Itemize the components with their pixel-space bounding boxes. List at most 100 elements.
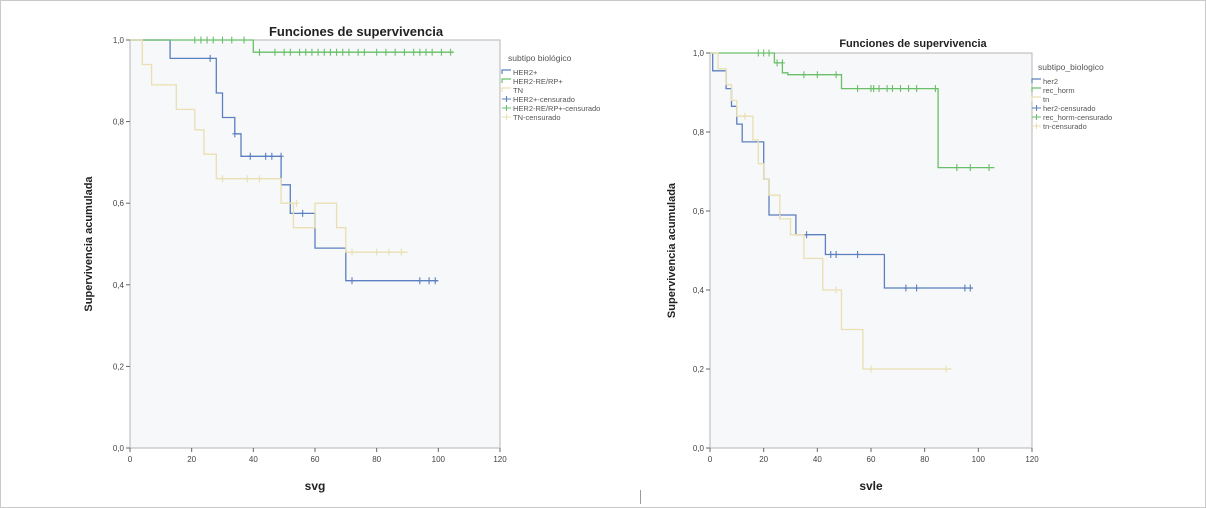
- censor-mark: [287, 48, 293, 56]
- censor-mark: [876, 85, 882, 93]
- censor-mark: [914, 284, 920, 292]
- legend-item: HER2+-censurado: [513, 95, 575, 104]
- page-divider: [640, 490, 641, 504]
- censor-mark: [398, 248, 404, 256]
- legend-censor-swatch: [1032, 105, 1041, 111]
- censor-mark: [257, 48, 262, 56]
- legend-title: subtipo biológico: [508, 53, 572, 63]
- legend-line-swatch: [501, 78, 511, 83]
- censor-mark: [774, 59, 780, 67]
- censor-mark: [204, 36, 210, 44]
- censor-mark: [210, 36, 216, 44]
- censor-mark: [411, 48, 417, 56]
- legend-line-swatch: [1031, 87, 1041, 92]
- legend-item: tn: [1043, 95, 1049, 104]
- y-tick-label: 0,4: [693, 286, 705, 295]
- km-line-tn: [130, 39, 408, 253]
- censor-mark: [814, 71, 820, 79]
- censor-mark: [241, 36, 247, 44]
- x-tick-label: 100: [972, 455, 986, 464]
- legend-line-swatch: [501, 87, 511, 92]
- censor-mark: [871, 85, 877, 93]
- x-tick-label: 0: [708, 455, 713, 464]
- km-line-her2-: [130, 39, 439, 282]
- x-tick-label: 20: [187, 455, 196, 464]
- y-tick-label: 0,6: [693, 207, 705, 216]
- censor-mark: [429, 48, 435, 56]
- legend-line-swatch: [501, 69, 511, 74]
- censor-mark: [220, 36, 225, 44]
- censor-mark: [967, 164, 973, 172]
- censor-mark: [417, 48, 423, 56]
- censor-mark: [232, 130, 238, 138]
- legend-item: rec_horm: [1043, 86, 1075, 95]
- censor-mark: [801, 71, 807, 79]
- legend-censor-swatch: [502, 105, 511, 111]
- survival-chart-svg: Funciones de supervivencia 0,0 0,2 0,4 0,6 0,…: [83, 24, 600, 493]
- x-tick-label: 80: [372, 455, 381, 464]
- censor-mark: [417, 277, 423, 285]
- y-tick-label: 0,4: [113, 281, 125, 290]
- censor-mark: [833, 286, 839, 294]
- legend-item: TN-censurado: [513, 113, 561, 122]
- y-axis-label: Supervivencia acumulada: [666, 182, 678, 318]
- censor-mark: [448, 48, 454, 56]
- censor-mark: [914, 85, 920, 93]
- y-tick-label: 0,2: [113, 362, 125, 371]
- censor-mark: [303, 48, 309, 56]
- legend-censor-swatch: [1032, 123, 1041, 129]
- censor-mark: [828, 250, 834, 258]
- censor-mark: [272, 48, 278, 56]
- legend-item: HER2+: [513, 68, 538, 77]
- censor-mark: [761, 49, 767, 57]
- legend-item: HER2-RE/RP+-censurado: [513, 104, 600, 113]
- censor-mark: [986, 164, 992, 172]
- censor-mark: [401, 48, 407, 56]
- censor-mark: [220, 175, 225, 183]
- censor-mark: [321, 48, 327, 56]
- censor-mark: [229, 36, 235, 44]
- censor-mark: [438, 48, 444, 56]
- censor-mark: [349, 277, 355, 285]
- x-tick-label: 120: [1025, 455, 1039, 464]
- y-tick-label: 0,0: [693, 444, 705, 453]
- censor-mark: [889, 85, 895, 93]
- censor-mark: [906, 85, 912, 93]
- chart-title: Funciones de supervivencia: [839, 38, 987, 50]
- y-tick-label: 0,2: [693, 365, 705, 374]
- censor-mark: [374, 48, 380, 56]
- x-tick-label: 0: [128, 455, 133, 464]
- legend-item: rec_horm-censurado: [1043, 113, 1112, 122]
- legend-line-swatch: [1031, 96, 1041, 101]
- legend-item: her2-censurado: [1043, 104, 1096, 113]
- censor-mark: [294, 199, 299, 207]
- km-line-her2-re-rp-: [130, 39, 454, 53]
- censor-mark: [192, 36, 198, 44]
- y-tick-label: 1,0: [113, 36, 125, 45]
- x-tick-label: 60: [311, 455, 320, 464]
- x-tick-label: 60: [867, 455, 876, 464]
- censor-mark: [833, 250, 839, 258]
- legend-censor-swatch: [502, 114, 511, 120]
- censor-mark: [361, 48, 367, 56]
- censor-mark: [244, 175, 250, 183]
- censor-mark: [346, 48, 352, 56]
- x-tick-label: 20: [759, 455, 768, 464]
- y-tick-label: 0,0: [113, 444, 125, 453]
- censor-mark: [198, 36, 204, 44]
- x-axis-label: svg: [305, 479, 326, 493]
- censor-mark: [426, 277, 432, 285]
- censor-mark: [432, 277, 438, 285]
- censor-mark: [247, 152, 253, 160]
- legend-censor-swatch: [1032, 114, 1041, 120]
- censor-mark: [257, 175, 262, 183]
- censor-mark: [755, 49, 761, 57]
- censor-mark: [833, 71, 839, 79]
- legend-item: tn-censurado: [1043, 122, 1087, 131]
- censor-mark: [340, 48, 346, 56]
- legend-item: her2: [1043, 77, 1058, 86]
- x-tick-label: 120: [493, 455, 507, 464]
- censor-mark: [392, 48, 398, 56]
- y-axis-label: Supervivencia acumulada: [83, 176, 95, 312]
- legend-title: subtipo_biologico: [1038, 62, 1104, 72]
